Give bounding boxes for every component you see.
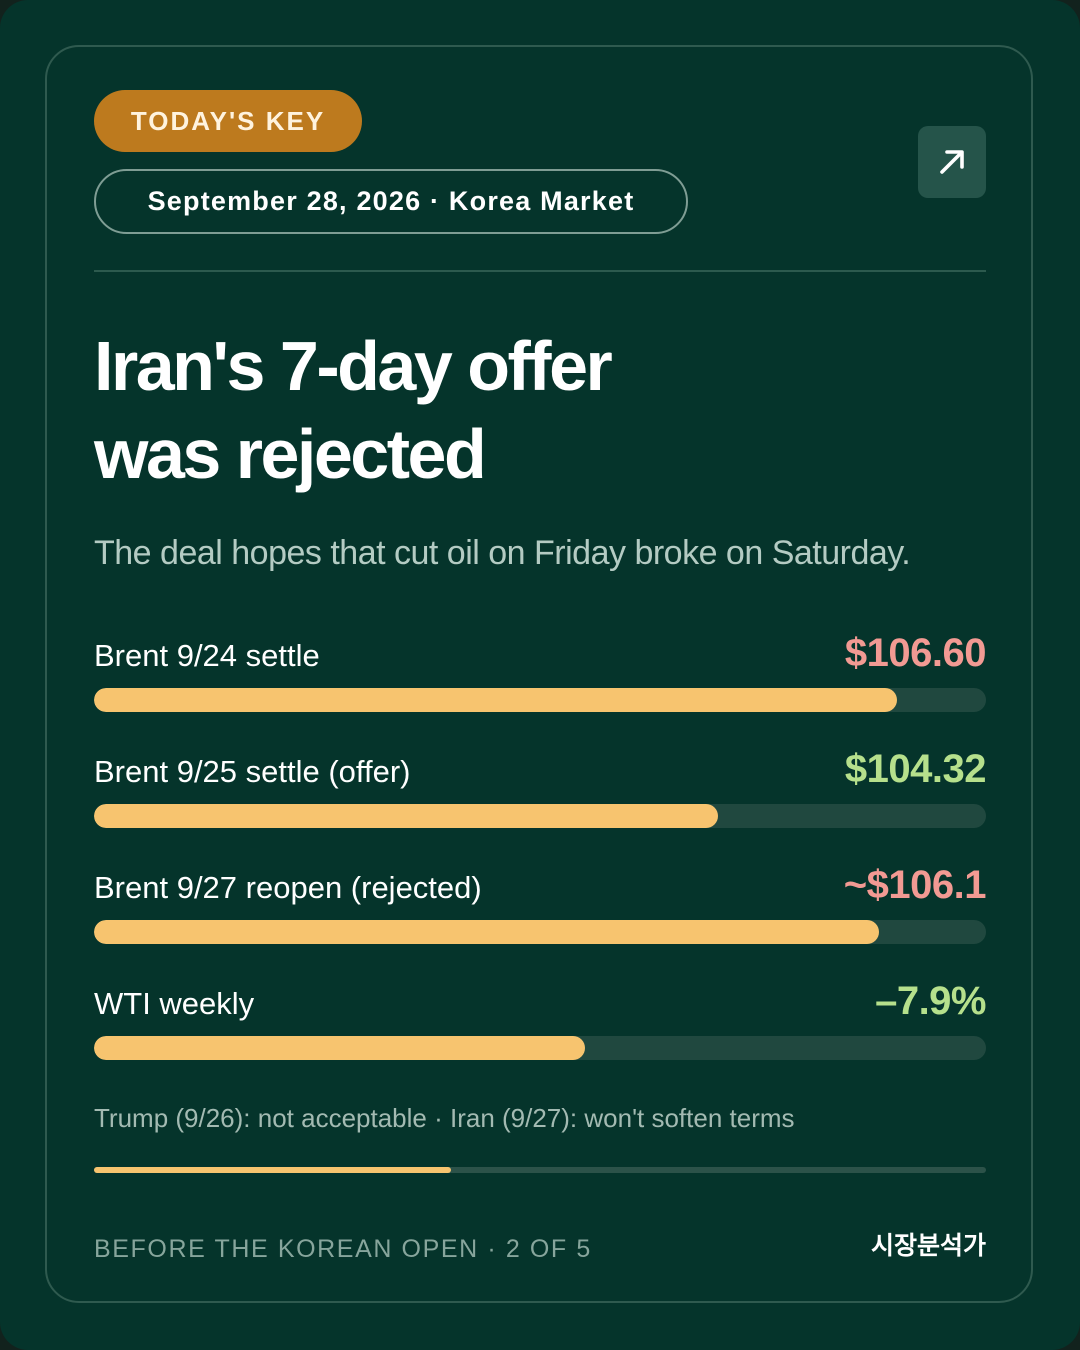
- headline-line-1: Iran's 7-day offer: [94, 327, 613, 405]
- metric-label-brent-0924: Brent 9/24 settle: [94, 638, 320, 673]
- metric-bar-track-wti-weekly: [94, 1036, 986, 1060]
- metric-bar-fill-brent-0924: [94, 688, 897, 712]
- todays-key-badge: TODAY'S KEY: [94, 90, 362, 152]
- card-frame: [45, 45, 1033, 1303]
- metric-bar-fill-brent-0925: [94, 804, 719, 828]
- metric-value-brent-0927: ~$106.1: [843, 863, 987, 907]
- metric-bar-track-brent-0927: [94, 920, 986, 944]
- metric-bar-fill-wti-weekly: [94, 1036, 585, 1060]
- arrow-up-right-icon: [940, 150, 964, 174]
- pager-progress-track: [94, 1167, 986, 1173]
- subheadline: The deal hopes that cut oil on Friday br…: [94, 534, 911, 572]
- metric-label-wti-weekly: WTI weekly: [94, 986, 255, 1021]
- pager-label: BEFORE THE KOREAN OPEN · 2 OF 5: [94, 1235, 592, 1263]
- metric-value-brent-0925: $104.32: [844, 747, 987, 791]
- metric-bar-track-brent-0924: [94, 688, 986, 712]
- brand-name: 시장분석가: [870, 1232, 986, 1260]
- metric-label-brent-0927: Brent 9/27 reopen (rejected): [94, 870, 482, 905]
- pager-progress-fill: [94, 1167, 451, 1173]
- metric-value-wti-weekly: –7.9%: [875, 979, 986, 1023]
- metric-bar-fill-brent-0927: [94, 920, 879, 944]
- share-button[interactable]: [918, 126, 986, 198]
- header-divider: [94, 270, 986, 272]
- metric-label-brent-0925: Brent 9/25 settle (offer): [94, 754, 411, 789]
- footnote: Trump (9/26): not acceptable · Iran (9/2…: [94, 1103, 795, 1133]
- headline-line-2: was rejected: [94, 415, 487, 493]
- metric-bar-track-brent-0925: [94, 804, 986, 828]
- metric-value-brent-0924: $106.60: [844, 631, 987, 675]
- date-market-pill: September 28, 2026 · Korea Market: [94, 169, 688, 234]
- headline: Iran's 7-day offer was rejected: [94, 322, 986, 498]
